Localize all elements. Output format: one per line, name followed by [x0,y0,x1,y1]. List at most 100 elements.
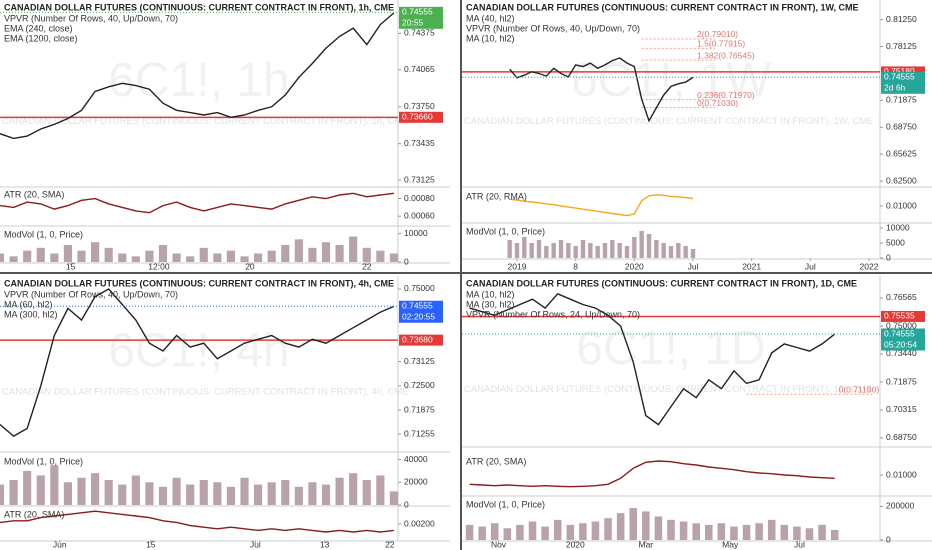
x-tick-label: 2019 [508,261,527,271]
watermark: 6C1!, 1W [571,54,772,107]
price-line [0,192,394,214]
pane-title: ATR (20, RMA) [466,191,527,201]
volume-bar [294,486,303,505]
y-tick-label: 0.62500 [886,175,917,185]
volume-bar [830,529,839,540]
watermark-title: CANADIAN DOLLAR FUTURES (CONTINUOUS: CUR… [464,384,872,395]
volume-bar [507,240,512,258]
volume-bar [77,477,86,505]
volume-bar [767,519,776,540]
y-tick-label: 0.71255 [404,428,435,438]
y-tick-label: 200000 [886,501,915,511]
y-tick-label: 10000 [404,228,428,238]
y-tick-label: 0.74065 [404,64,435,74]
volume-bar [131,475,140,505]
y-tick-label: 0.65625 [886,148,917,158]
y-tick-label: 0.73435 [404,138,435,148]
volume-bar [349,473,358,505]
fib-label: 1.5(0.77915) [697,39,745,49]
volume-bar [610,240,615,258]
y-tick-label: 0.01000 [886,200,917,210]
y-tick-label: 0.73125 [404,174,435,184]
y-tick-label: 0.71875 [404,404,435,414]
fib-label: 0(0.71190) [839,385,880,395]
volume-bar [676,243,681,258]
volume-bar [9,480,18,505]
volume-bar [522,237,527,258]
volume-bar [558,240,564,258]
volume-bar [158,486,168,505]
chart-title: CANADIAN DOLLAR FUTURES (CONTINUOUS: CUR… [466,278,857,288]
volume-bar [362,247,371,262]
volume-bar [629,508,638,540]
volume-bar [104,480,113,505]
volume-bar [91,242,100,262]
volume-bar [529,243,534,258]
chart-title: CANADIAN DOLLAR FUTURES (CONTINUOUS: CUR… [4,278,394,288]
volume-bar [186,484,195,505]
price-line [469,460,835,488]
x-tick-label: 22 [362,261,372,271]
volume-bar [240,256,249,262]
y-tick-label: 0.68750 [886,432,917,442]
volume-bar [668,246,674,258]
volume-bar [755,523,763,540]
y-tick-label: 0.74375 [404,28,435,38]
y-tick-label: 0.78125 [886,41,917,51]
volume-bar [642,511,650,540]
y-tick-label: 5000 [886,237,905,247]
last-price-label: 0.74555 [402,7,433,17]
volume-bar [730,526,738,540]
pane-title: ATR (20, SMA) [4,189,64,199]
volume-bar [632,237,637,258]
level-tag [881,310,925,322]
volume-bar [118,253,127,262]
fib-label: 0(0.71030) [697,98,738,108]
price-line [509,57,694,123]
volume-bar [667,519,675,540]
y-tick-label: 0.81250 [886,14,917,24]
level-tag [399,111,443,123]
fib-label: 2(0.79010) [697,29,738,39]
watermark: 6C1!, 4h [108,325,289,378]
level-label: 0.73660 [402,112,433,122]
volume-bar [0,253,5,262]
volume-bar [36,475,45,505]
y-tick-label: 0.72500 [404,380,435,390]
watermark: 6C1!, 1h [108,54,289,107]
volume-bar [131,256,140,262]
volume-bar [579,523,587,540]
volume-bar [349,236,358,262]
volume-bar [240,477,249,505]
volume-bar [213,482,222,505]
volume-bar [602,243,608,258]
fib-label: 0.236(0.71970) [697,90,755,100]
x-tick-label: Nov [491,539,507,549]
volume-bar [595,246,600,258]
volume-bar [654,240,659,258]
y-tick-label: 0.71875 [886,376,917,386]
watermark-title: CANADIAN DOLLAR FUTURES (CONTINUOUS: CUR… [464,116,874,127]
study-label: VPVR (Number Of Rows, 40, Up/Down, 70) [466,23,640,33]
volume-bar [591,521,600,540]
y-tick-label: 0 [404,499,409,509]
volume-bar [616,513,625,540]
volume-bar [516,524,524,540]
countdown: 2d 6h [884,83,906,93]
x-tick-label: Jun [53,539,67,549]
study-label: MA (300, hl2) [4,309,58,319]
fib-label: 1.382(0.76545) [697,50,755,60]
study-label: MA (30, hl2) [466,299,515,309]
volume-bar [376,250,385,262]
y-tick-label: 0 [404,256,409,266]
volume-bar [118,484,127,505]
volume-bar [145,250,154,262]
volume-bar [553,519,562,540]
watermark: 6C1!, 1D [576,322,765,375]
y-tick-label: 0.01000 [886,469,917,479]
y-tick-label: 0 [886,252,891,262]
volume-bar [624,246,630,258]
countdown: 02:20:55 [402,311,435,321]
volume-bar [50,253,59,262]
study-label: MA (40, hl2) [466,13,515,23]
